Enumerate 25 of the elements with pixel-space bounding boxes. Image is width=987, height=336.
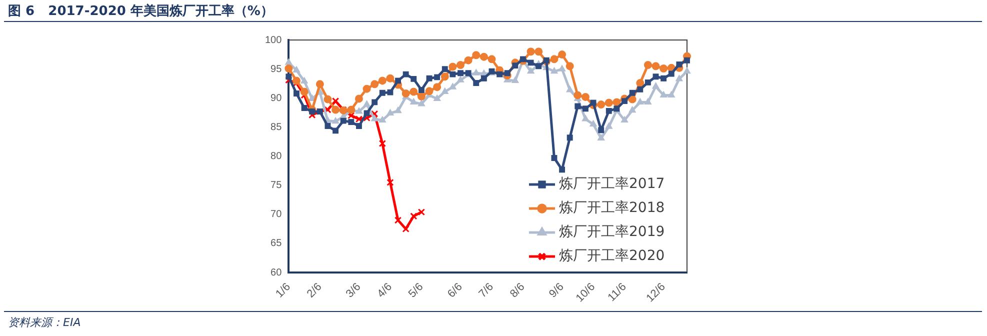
x-tick-label: 5/6 [406,280,426,300]
y-tick-label: 85 [270,122,282,133]
x-tick-label: 6/6 [445,280,465,300]
y-tick-label: 80 [270,151,282,162]
text: 资料来源：EIA [8,315,81,330]
legend-label: 炼厂开工率2019 [559,224,665,240]
x-tick-label: 7/6 [476,280,496,300]
x-tick-label: 1/6 [274,280,293,300]
x-tick-label: 2/6 [304,280,324,300]
text: 图 6 2017-2020 年美国炼厂开工率（%） [8,2,274,20]
legend-label: 炼厂开工率2018 [559,200,665,216]
y-tick-label: 70 [270,209,282,220]
legend-label: 炼厂开工率2020 [559,248,665,264]
y-tick-label: 95 [270,64,282,75]
x-tick-label: 4/6 [375,280,394,300]
y-tick-label: 100 [264,34,282,46]
x-tick-label: 11/6 [606,280,629,304]
x-tick-label: 9/6 [547,280,566,300]
y-tick-label: 90 [270,92,282,104]
y-tick-label: 60 [270,267,282,278]
legend-label: 炼厂开工率2017 [559,176,665,192]
x-tick-label: 3/6 [344,280,364,300]
y-tick-label: 65 [270,238,282,250]
x-tick-label: 8/6 [508,280,528,300]
y-tick-label: 75 [270,180,282,192]
